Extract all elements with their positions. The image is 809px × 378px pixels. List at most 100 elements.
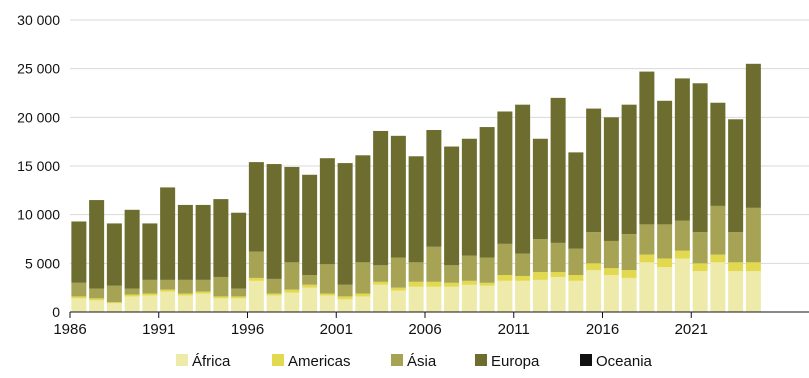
- x-tick-label: 2021: [675, 321, 708, 338]
- bar-segment-áfrica-2020: [674, 258, 690, 312]
- bar-segment-americas-1996: [248, 277, 264, 281]
- bar-segment-áfrica-1999: [302, 287, 318, 312]
- bar-segment-americas-2007: [444, 282, 460, 287]
- y-tick-label: 30 000: [17, 12, 60, 28]
- bar-segment-americas-2019: [657, 258, 673, 268]
- bar-segment-americas-1987: [89, 298, 105, 301]
- bar-segment-americas-2020: [674, 250, 690, 259]
- bar-segment-europa-2020: [674, 78, 690, 221]
- bar-segment-ásia-1989: [124, 288, 140, 295]
- bar-segment-ásia-2017: [621, 234, 637, 271]
- bar-segment-ásia-2001: [337, 284, 353, 297]
- bar-segment-áfrica-2017: [621, 277, 637, 312]
- bar-segment-ásia-2014: [568, 248, 584, 276]
- bar-segment-ásia-2002: [355, 262, 371, 294]
- bar-segment-ásia-2007: [444, 265, 460, 283]
- bar-segment-americas-2016: [603, 268, 619, 276]
- bar-segment-europa-1993: [195, 204, 211, 280]
- bar-segment-americas-2015: [586, 263, 602, 271]
- x-tick-label: 1986: [53, 321, 86, 338]
- bar-segment-americas-2010: [497, 275, 513, 281]
- bar-segment-áfrica-2000: [319, 295, 335, 312]
- axes: 0 5 000 10 000 15 000 20 000 25 000 30 000 1986…: [17, 12, 809, 338]
- y-tick-label: 10 000: [17, 207, 60, 223]
- bar-segment-europa-2006: [426, 129, 442, 247]
- bar-segment-americas-2018: [639, 254, 655, 263]
- bar-segment-americas-2004: [390, 287, 406, 291]
- bar-segment-áfrica-1989: [124, 296, 140, 312]
- bar-segment-europa-2007: [444, 146, 460, 266]
- bar-segment-europa-2014: [568, 152, 584, 249]
- bar-segment-áfrica-1995: [231, 298, 247, 312]
- bar-segment-europa-2003: [373, 130, 389, 266]
- bar-segment-europa-1995: [231, 212, 247, 289]
- bar-segment-europa-1999: [302, 174, 318, 276]
- legend-label: Oceania: [596, 353, 653, 370]
- bar-segment-ásia-2018: [639, 224, 655, 255]
- bar-segment-europa-1986: [71, 221, 87, 283]
- legend-swatch: [580, 354, 592, 366]
- bar-segment-áfrica-1994: [213, 298, 229, 312]
- bar-segment-áfrica-2008: [461, 284, 477, 312]
- bar-segment-americas-1990: [142, 293, 158, 296]
- bar-segment-ásia-1986: [71, 282, 87, 297]
- legend-label: África: [192, 353, 231, 370]
- bar-segment-ásia-1998: [284, 262, 300, 290]
- bar-segment-ásia-2016: [603, 240, 619, 269]
- bar-segment-europa-2019: [657, 100, 673, 225]
- bar-segment-áfrica-2023: [728, 271, 744, 312]
- bar-segment-americas-2009: [479, 282, 495, 286]
- bar-segment-áfrica-2004: [390, 290, 406, 312]
- bar-segment-áfrica-2009: [479, 285, 495, 312]
- y-tick-label: 20 000: [17, 109, 60, 125]
- bar-segment-áfrica-1993: [195, 293, 211, 312]
- bar-segment-áfrica-1992: [177, 295, 193, 312]
- bars: [71, 63, 761, 312]
- bar-segment-europa-1998: [284, 166, 300, 263]
- bar-segment-ásia-1997: [266, 278, 282, 294]
- bar-segment-europa-2001: [337, 163, 353, 285]
- bar-segment-americas-1998: [284, 289, 300, 293]
- bar-segment-americas-2021: [692, 263, 708, 272]
- bar-segment-ásia-2011: [515, 253, 531, 276]
- bar-segment-ásia-1996: [248, 251, 264, 278]
- bar-segment-americas-2012: [532, 272, 548, 280]
- bar-segment-europa-2015: [586, 108, 602, 233]
- bar-segment-ásia-2021: [692, 232, 708, 264]
- bar-segment-ásia-2003: [373, 265, 389, 282]
- bar-segment-europa-1989: [124, 209, 140, 289]
- bar-segment-ásia-2024: [745, 207, 761, 263]
- x-tick-label: 2011: [498, 321, 530, 338]
- bar-segment-áfrica-2010: [497, 280, 513, 312]
- legend-swatch: [391, 354, 403, 366]
- bar-segment-ásia-2020: [674, 220, 690, 251]
- bar-segment-europa-2024: [745, 63, 761, 208]
- bar-segment-áfrica-2013: [550, 276, 566, 312]
- bar-segment-americas-1991: [160, 289, 176, 292]
- bar-segment-ásia-2019: [657, 224, 673, 259]
- bar-segment-americas-2008: [461, 280, 477, 285]
- bar-segment-ásia-2006: [426, 246, 442, 282]
- legend-label: Ásia: [407, 353, 437, 370]
- bar-segment-europa-1990: [142, 223, 158, 280]
- y-tick-label: 0: [52, 304, 60, 320]
- bar-segment-europa-1996: [248, 162, 264, 252]
- bar-segment-europa-2017: [621, 104, 637, 235]
- legend-swatch: [272, 354, 284, 366]
- bar-segment-europa-2005: [408, 156, 424, 263]
- bar-segment-ásia-2009: [479, 257, 495, 283]
- bar-segment-europa-2000: [319, 158, 335, 265]
- bar-segment-americas-1997: [266, 293, 282, 296]
- bar-segment-americas-1988: [106, 302, 122, 304]
- bar-segment-americas-1992: [177, 293, 193, 296]
- x-tick-label: 1991: [142, 321, 175, 338]
- bar-segment-áfrica-2003: [373, 284, 389, 312]
- bar-segment-americas-2000: [319, 293, 335, 296]
- bar-segment-áfrica-1991: [160, 291, 176, 312]
- bar-segment-europa-1997: [266, 164, 282, 279]
- bar-segment-áfrica-2006: [426, 286, 442, 312]
- bar-segment-americas-1999: [302, 284, 318, 288]
- x-tick-label: 2001: [320, 321, 353, 338]
- legend-item-ásia: Ásia: [391, 353, 437, 370]
